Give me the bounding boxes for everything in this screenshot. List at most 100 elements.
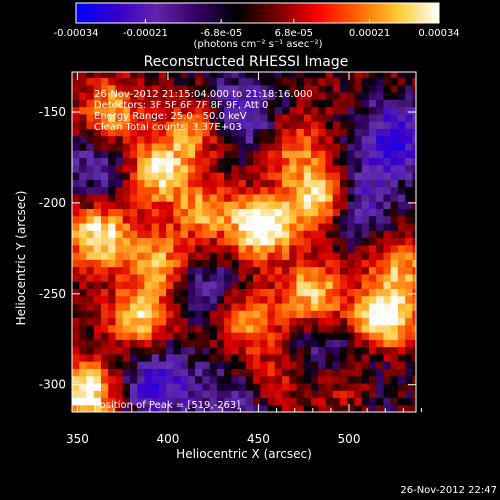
heatmap-cell <box>195 121 203 129</box>
heatmap-cell <box>354 302 363 311</box>
heatmap-cell <box>115 339 124 348</box>
heatmap-cell <box>187 186 196 195</box>
heatmap-cell <box>397 317 406 326</box>
heatmap-cell <box>412 99 416 108</box>
heatmap-cell <box>245 252 254 260</box>
heatmap-cell <box>296 92 305 100</box>
heatmap-cell <box>289 252 298 260</box>
heatmap-cell <box>390 208 399 217</box>
heatmap-cell <box>318 113 327 122</box>
heatmap-cell <box>93 135 102 144</box>
heatmap-cell <box>173 252 182 260</box>
heatmap-cell <box>332 390 341 399</box>
heatmap-cell <box>253 157 261 166</box>
heatmap-cell <box>93 150 102 159</box>
heatmap-cell <box>151 193 160 202</box>
heatmap-cell <box>397 215 406 224</box>
heatmap-cell <box>282 72 290 79</box>
heatmap-cell <box>354 375 363 384</box>
heatmap-cell <box>115 259 124 268</box>
heatmap-cell <box>289 106 298 115</box>
heatmap-cell <box>347 164 356 173</box>
heatmap-cell <box>397 332 406 340</box>
heatmap-cell <box>115 310 124 319</box>
heatmap-cell <box>224 288 232 297</box>
heatmap-cell <box>325 259 334 268</box>
heatmap-cell <box>339 346 348 355</box>
heatmap-cell <box>267 215 276 224</box>
heatmap-cell <box>296 172 305 180</box>
heatmap-cell <box>260 157 269 166</box>
heatmap-cell <box>216 252 225 260</box>
heatmap-cell <box>100 193 109 202</box>
heatmap-cell <box>282 259 290 268</box>
heatmap-cell <box>231 106 240 115</box>
heatmap-cell <box>361 230 370 239</box>
heatmap-cell <box>296 382 305 391</box>
heatmap-cell <box>173 172 182 180</box>
heatmap-cell <box>100 353 109 362</box>
heatmap-cell <box>318 339 327 348</box>
heatmap-cell <box>195 382 203 391</box>
heatmap-cell <box>93 186 102 195</box>
heatmap-cell <box>122 302 131 311</box>
heatmap-cell <box>412 310 416 319</box>
heatmap-cell <box>144 92 153 100</box>
heatmap-cell <box>376 252 385 260</box>
heatmap-cell <box>267 244 276 253</box>
heatmap-cell <box>108 208 117 217</box>
heatmap-cell <box>129 106 138 115</box>
heatmap-cell <box>318 72 327 79</box>
heatmap-cell <box>238 404 247 412</box>
heatmap-cell <box>274 179 283 188</box>
heatmap-cell <box>376 244 385 253</box>
heatmap-cell <box>129 84 138 93</box>
heatmap-cell <box>368 92 377 100</box>
heatmap-cell <box>129 332 138 340</box>
heatmap-cell <box>383 375 392 384</box>
heatmap-cell <box>253 382 261 391</box>
heatmap-cell <box>390 201 399 209</box>
heatmap-cell <box>267 339 276 348</box>
heatmap-cell <box>115 77 124 86</box>
heatmap-cell <box>361 142 370 151</box>
heatmap-cell <box>195 237 203 246</box>
heatmap-cell <box>122 135 131 144</box>
heatmap-cell <box>93 288 102 297</box>
heatmap-cell <box>383 77 392 86</box>
heatmap-cell <box>231 382 240 391</box>
heatmap-cell <box>180 302 189 311</box>
heatmap-cell <box>166 193 174 202</box>
heatmap-cell <box>282 113 290 122</box>
heatmap-cell <box>361 266 370 275</box>
heatmap-cell <box>93 72 102 79</box>
heatmap-cell <box>332 353 341 362</box>
heatmap-cell <box>238 237 247 246</box>
heatmap-cell <box>245 157 254 166</box>
heatmap-cell <box>86 157 95 166</box>
heatmap-cell <box>354 179 363 188</box>
heatmap-cell <box>195 150 203 159</box>
heatmap-cell <box>267 230 276 239</box>
heatmap-cell <box>231 288 240 297</box>
heatmap-cell <box>325 288 334 297</box>
heatmap-cell <box>100 310 109 319</box>
heatmap-cell <box>224 164 232 173</box>
heatmap-cell <box>332 84 341 93</box>
heatmap-cell <box>325 382 334 391</box>
heatmap-cell <box>397 353 406 362</box>
heatmap-cell <box>296 193 305 202</box>
heatmap-cell <box>100 179 109 188</box>
heatmap-cell <box>231 201 240 209</box>
heatmap-cell <box>202 186 211 195</box>
heatmap-cell <box>361 295 370 304</box>
heatmap-cell <box>209 317 218 326</box>
heatmap-cell <box>361 77 370 86</box>
heatmap-cell <box>253 222 261 231</box>
heatmap-cell <box>137 368 146 377</box>
heatmap-cell <box>412 157 416 166</box>
heatmap-cell <box>224 201 232 209</box>
heatmap-cell <box>129 172 138 180</box>
heatmap-cell <box>253 244 261 253</box>
